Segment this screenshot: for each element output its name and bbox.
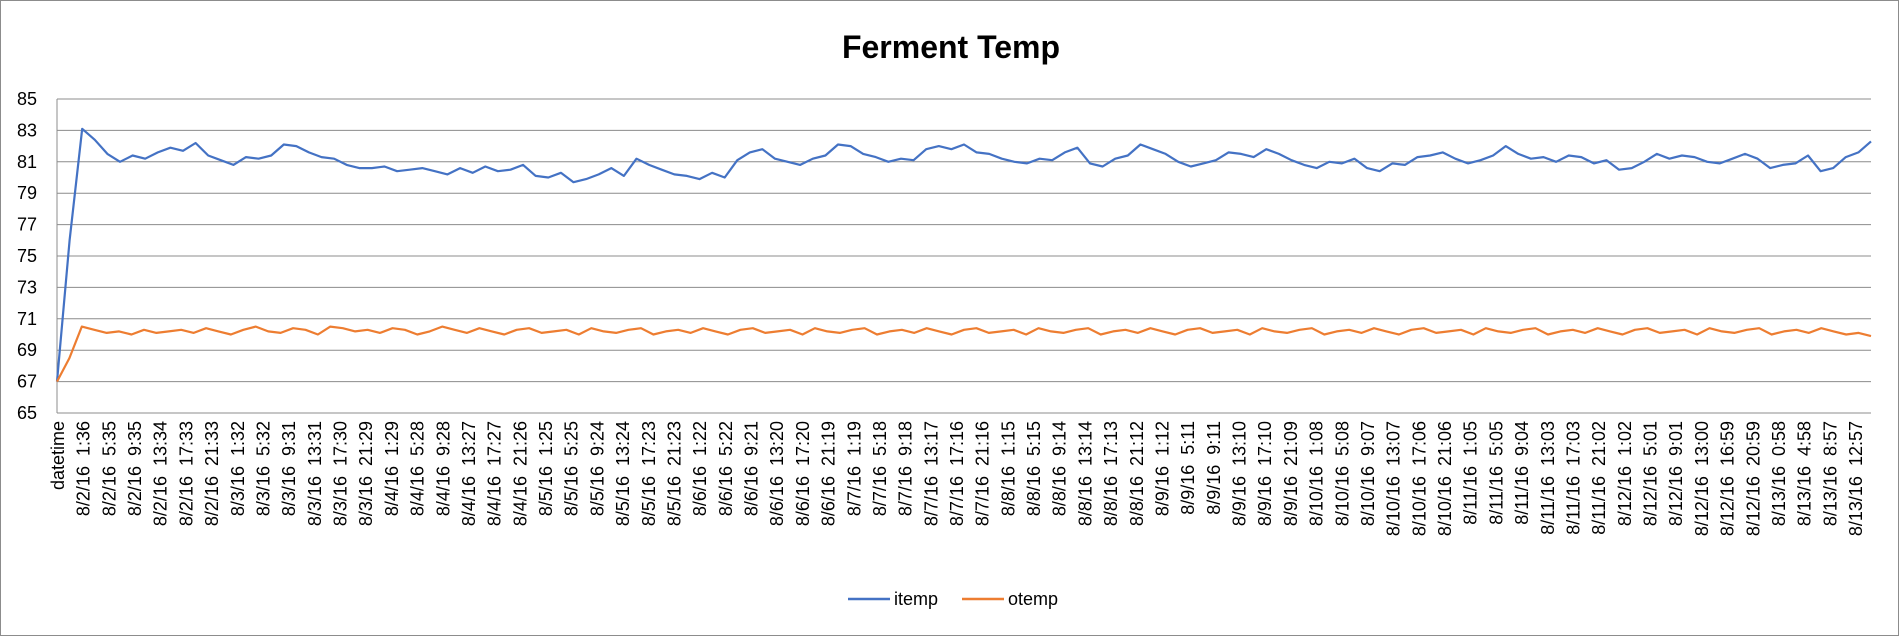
- x-tick-label: 8/2/16 9:35: [125, 421, 145, 516]
- x-tick-label: 8/7/16 9:18: [896, 421, 916, 516]
- x-tick-label: 8/2/16 21:33: [202, 421, 222, 526]
- x-tick-label: 8/5/16 1:25: [536, 421, 556, 516]
- series-line-itemp: [55, 127, 1872, 382]
- y-tick-label: 67: [17, 372, 37, 392]
- x-tick-label: 8/6/16 13:20: [767, 421, 787, 526]
- legend-label-otemp: otemp: [1008, 589, 1058, 609]
- x-tick-label: 8/3/16 17:30: [331, 421, 351, 526]
- x-tick-label: 8/4/16 5:28: [408, 421, 428, 516]
- y-tick-label: 77: [17, 215, 37, 235]
- x-tick-label: 8/7/16 21:16: [973, 421, 993, 526]
- x-tick-label: 8/11/16 5:05: [1486, 421, 1506, 525]
- x-tick-label: 8/13/16 4:58: [1795, 421, 1815, 526]
- y-tick-label: 79: [17, 183, 37, 203]
- x-tick-label: 8/5/16 21:23: [664, 421, 684, 526]
- y-tick-label: 71: [17, 309, 37, 329]
- x-tick-label: 8/8/16 9:14: [1050, 421, 1070, 516]
- legend: itemp otemp: [848, 589, 1058, 609]
- x-tick-label: 8/5/16 17:23: [639, 421, 659, 526]
- x-tick-label: 8/5/16 5:25: [562, 421, 582, 516]
- x-tick-label: 8/2/16 17:33: [176, 421, 196, 526]
- x-tick-label: 8/4/16 9:28: [433, 421, 453, 516]
- x-tick-label: 8/4/16 21:26: [510, 421, 530, 526]
- x-tick-label: 8/10/16 1:08: [1307, 421, 1327, 526]
- x-tick-label: 8/7/16 13:17: [921, 421, 941, 526]
- x-tick-label: datetime: [48, 421, 68, 490]
- x-tick-label: 8/11/16 13:03: [1538, 421, 1558, 535]
- x-tick-label: 8/8/16 5:15: [1024, 421, 1044, 516]
- x-tick-label: 8/9/16 17:10: [1255, 421, 1275, 526]
- x-tick-label: 8/12/16 9:01: [1666, 421, 1686, 526]
- x-tick-label: 8/10/16 17:06: [1409, 421, 1429, 536]
- x-tick-label: 8/4/16 17:27: [485, 421, 505, 526]
- x-tick-label: 8/10/16 5:08: [1332, 421, 1352, 526]
- x-tick-label: 8/7/16 5:18: [870, 421, 890, 516]
- y-tick-label: 85: [17, 89, 37, 109]
- x-tick-label: 8/8/16 13:14: [1075, 421, 1095, 526]
- y-tick-label: 75: [17, 246, 37, 266]
- x-tick-label: 8/9/16 13:10: [1230, 421, 1250, 526]
- x-tick-label: 8/6/16 1:22: [690, 421, 710, 516]
- x-tick-label: 8/3/16 21:29: [356, 421, 376, 526]
- x-axis: datetime 8/2/16 1:36 8/2/16 5:35 8/2/16 9:3…: [48, 421, 1866, 536]
- x-tick-label: 8/12/16 1:02: [1615, 421, 1635, 526]
- x-tick-label: 8/6/16 21:19: [819, 421, 839, 526]
- x-tick-label: 8/10/16 21:06: [1435, 421, 1455, 536]
- x-tick-label: 8/8/16 1:15: [998, 421, 1018, 516]
- x-tick-label: 8/9/16 1:12: [1152, 421, 1172, 516]
- x-tick-label: 8/13/16 12:57: [1846, 421, 1866, 536]
- x-tick-label: 8/8/16 17:13: [1101, 421, 1121, 526]
- grid-lines: [57, 98, 1871, 414]
- x-tick-label: 8/13/16 8:57: [1820, 421, 1840, 526]
- series-line-otemp: [56, 325, 1872, 383]
- y-tick-label: 83: [17, 120, 37, 140]
- x-tick-label: 8/4/16 13:27: [459, 421, 479, 526]
- plot-series: [55, 127, 1872, 383]
- x-tick-label: 8/9/16 21:09: [1281, 421, 1301, 526]
- y-tick-label: 65: [17, 403, 37, 423]
- legend-label-itemp: itemp: [894, 589, 938, 609]
- x-tick-label: 8/5/16 9:24: [587, 421, 607, 516]
- x-tick-label: 8/9/16 5:11: [1178, 421, 1198, 515]
- x-tick-label: 8/3/16 1:32: [228, 421, 248, 516]
- x-tick-label: 8/12/16 13:00: [1692, 421, 1712, 536]
- x-tick-label: 8/11/16 9:04: [1512, 421, 1532, 525]
- x-tick-label: 8/6/16 5:22: [716, 421, 736, 516]
- x-tick-label: 8/11/16 17:03: [1563, 421, 1583, 535]
- x-tick-label: 8/10/16 13:07: [1384, 421, 1404, 536]
- x-tick-label: 8/5/16 13:24: [613, 421, 633, 526]
- y-tick-label: 69: [17, 340, 37, 360]
- x-tick-label: 8/13/16 0:58: [1769, 421, 1789, 526]
- x-tick-label: 8/3/16 5:32: [253, 421, 273, 516]
- x-tick-label: 8/4/16 1:29: [382, 421, 402, 516]
- x-tick-label: 8/11/16 21:02: [1589, 421, 1609, 535]
- y-axis: 65 67 69 71 73 75 77 79 81 83 85: [17, 89, 58, 423]
- x-tick-label: 8/11/16 1:05: [1461, 421, 1481, 525]
- x-tick-label: 8/12/16 5:01: [1641, 421, 1661, 526]
- x-tick-label: 8/12/16 16:59: [1718, 421, 1738, 536]
- x-tick-label: 8/10/16 9:07: [1358, 421, 1378, 526]
- x-tick-label: 8/2/16 13:34: [151, 421, 171, 526]
- x-tick-label: 8/6/16 9:21: [742, 421, 762, 516]
- x-tick-label: 8/12/16 20:59: [1743, 421, 1763, 536]
- x-tick-label: 8/2/16 5:35: [99, 421, 119, 516]
- y-tick-label: 81: [17, 152, 37, 172]
- x-tick-label: 8/3/16 13:31: [305, 421, 325, 526]
- x-tick-label: 8/9/16 9:11: [1204, 421, 1224, 515]
- chart-title: Ferment Temp: [842, 29, 1060, 65]
- x-tick-label: 8/8/16 21:12: [1127, 421, 1147, 526]
- x-tick-label: 8/7/16 17:16: [947, 421, 967, 526]
- x-tick-label: 8/6/16 17:20: [793, 421, 813, 526]
- y-tick-label: 73: [17, 277, 37, 297]
- x-tick-label: 8/7/16 1:19: [844, 421, 864, 516]
- x-tick-label: 8/3/16 9:31: [279, 421, 299, 516]
- x-tick-label: 8/2/16 1:36: [74, 421, 94, 516]
